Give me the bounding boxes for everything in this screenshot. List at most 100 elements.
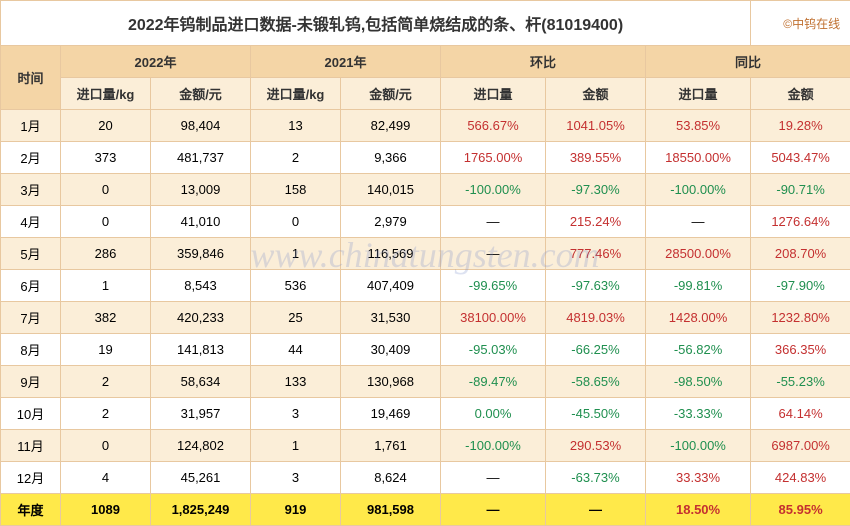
cell-yv: -99.81% (646, 270, 751, 302)
col-mom-vol: 进口量 (441, 78, 546, 110)
copyright-cell: ©中钨在线 (751, 1, 850, 46)
cell-mv: -95.03% (441, 334, 546, 366)
cell-ma: -63.73% (546, 462, 646, 494)
cell-mv: -100.00% (441, 174, 546, 206)
cell-m: 1月 (1, 110, 61, 142)
cell-ma: 777.46% (546, 238, 646, 270)
cell-m: 11月 (1, 430, 61, 462)
col-group-2021: 2021年 (251, 46, 441, 78)
cell-mv: 566.67% (441, 110, 546, 142)
table-row: 7月382420,2332531,53038100.00%4819.03%142… (1, 302, 850, 334)
table-row: 9月258,634133130,968-89.47%-58.65%-98.50%… (1, 366, 850, 398)
cell-ma: -45.50% (546, 398, 646, 430)
cell-mv: — (441, 462, 546, 494)
cell-ma: 215.24% (546, 206, 646, 238)
cell-ya: 19.28% (751, 110, 850, 142)
cell-v21: 3 (251, 398, 341, 430)
cell-yv: 33.33% (646, 462, 751, 494)
table-row: 11月0124,80211,761-100.00%290.53%-100.00%… (1, 430, 850, 462)
cell-m: 12月 (1, 462, 61, 494)
cell-ma: 1041.05% (546, 110, 646, 142)
col-group-mom: 环比 (441, 46, 646, 78)
cell-yv: -56.82% (646, 334, 751, 366)
cell-mv: -89.47% (441, 366, 546, 398)
col-2021-amt: 金额/元 (341, 78, 441, 110)
table-row: 8月19141,8134430,409-95.03%-66.25%-56.82%… (1, 334, 850, 366)
cell-m: 3月 (1, 174, 61, 206)
cell-ma: 290.53% (546, 430, 646, 462)
cell-yv: -33.33% (646, 398, 751, 430)
cell-m: 4月 (1, 206, 61, 238)
cell-a21: 8,624 (341, 462, 441, 494)
cell-v21: 2 (251, 142, 341, 174)
cell-v21: 536 (251, 270, 341, 302)
cell-yv: 53.85% (646, 110, 751, 142)
cell-a22: 98,404 (151, 110, 251, 142)
col-yoy-amt: 金额 (751, 78, 850, 110)
cell-v22: 4 (61, 462, 151, 494)
table-row: 3月013,009158140,015-100.00%-97.30%-100.0… (1, 174, 850, 206)
cell-yv: 1428.00% (646, 302, 751, 334)
cell-a21: 140,015 (341, 174, 441, 206)
table-row: 10月231,957319,4690.00%-45.50%-33.33%64.1… (1, 398, 850, 430)
cell-v21: 1 (251, 430, 341, 462)
col-mom-amt: 金额 (546, 78, 646, 110)
cell-v21: 13 (251, 110, 341, 142)
cell-ma: 4819.03% (546, 302, 646, 334)
col-group-yoy: 同比 (646, 46, 850, 78)
cell-m: 8月 (1, 334, 61, 366)
cell-ma: 389.55% (546, 142, 646, 174)
cell-a21: 19,469 (341, 398, 441, 430)
table-row: 4月041,01002,979—215.24%—1276.64% (1, 206, 850, 238)
cell-v22: 20 (61, 110, 151, 142)
cell-m: 6月 (1, 270, 61, 302)
cell-v21: 3 (251, 462, 341, 494)
cell-a22: 58,634 (151, 366, 251, 398)
cell-mv: 38100.00% (441, 302, 546, 334)
cell-mv: 0.00% (441, 398, 546, 430)
cell-mv: — (441, 206, 546, 238)
cell-ya: 208.70% (751, 238, 850, 270)
cell-a22: 359,846 (151, 238, 251, 270)
cell-a22: 8,543 (151, 270, 251, 302)
cell-v21: 158 (251, 174, 341, 206)
col-2021-vol: 进口量/kg (251, 78, 341, 110)
cell-ya: 6987.00% (751, 430, 850, 462)
cell-m: 5月 (1, 238, 61, 270)
cell-yv: -98.50% (646, 366, 751, 398)
cell-a21: 31,530 (341, 302, 441, 334)
table-row: 2月373481,73729,3661765.00%389.55%18550.0… (1, 142, 850, 174)
cell-v21: 133 (251, 366, 341, 398)
cell-a22: 41,010 (151, 206, 251, 238)
cell-v22: 286 (61, 238, 151, 270)
title-row: 2022年钨制品进口数据-未锻轧钨,包括简单烧结成的条、杆(81019400) … (1, 1, 850, 46)
table-row: 12月445,26138,624—-63.73%33.33%424.83% (1, 462, 850, 494)
cell-mv: 1765.00% (441, 142, 546, 174)
import-data-table: 2022年钨制品进口数据-未锻轧钨,包括简单烧结成的条、杆(81019400) … (0, 0, 850, 526)
cell-ma: -66.25% (546, 334, 646, 366)
cell-ya: 1276.64% (751, 206, 850, 238)
col-group-2022: 2022年 (61, 46, 251, 78)
cell-mv: -100.00% (441, 430, 546, 462)
cell-a22: 31,957 (151, 398, 251, 430)
table-title: 2022年钨制品进口数据-未锻轧钨,包括简单烧结成的条、杆(81019400) (1, 1, 751, 46)
cell-ma: -97.30% (546, 174, 646, 206)
cell-ya: -55.23% (751, 366, 850, 398)
cell-m: 7月 (1, 302, 61, 334)
cell-a21: 30,409 (341, 334, 441, 366)
col-2022-amt: 金额/元 (151, 78, 251, 110)
table-container: 2022年钨制品进口数据-未锻轧钨,包括简单烧结成的条、杆(81019400) … (0, 0, 850, 526)
cell-ma: -58.65% (546, 366, 646, 398)
cell-v21: 1 (251, 238, 341, 270)
cell-v21: 25 (251, 302, 341, 334)
cell-v22: 1 (61, 270, 151, 302)
cell-v22: 382 (61, 302, 151, 334)
cell-v22: 0 (61, 174, 151, 206)
cell-v22: 0 (61, 430, 151, 462)
cell-ya: -97.90% (751, 270, 850, 302)
cell-ya: 5043.47% (751, 142, 850, 174)
cell-a21: 407,409 (341, 270, 441, 302)
cell-a22: 45,261 (151, 462, 251, 494)
cell-m: 9月 (1, 366, 61, 398)
cell-v22: 19 (61, 334, 151, 366)
